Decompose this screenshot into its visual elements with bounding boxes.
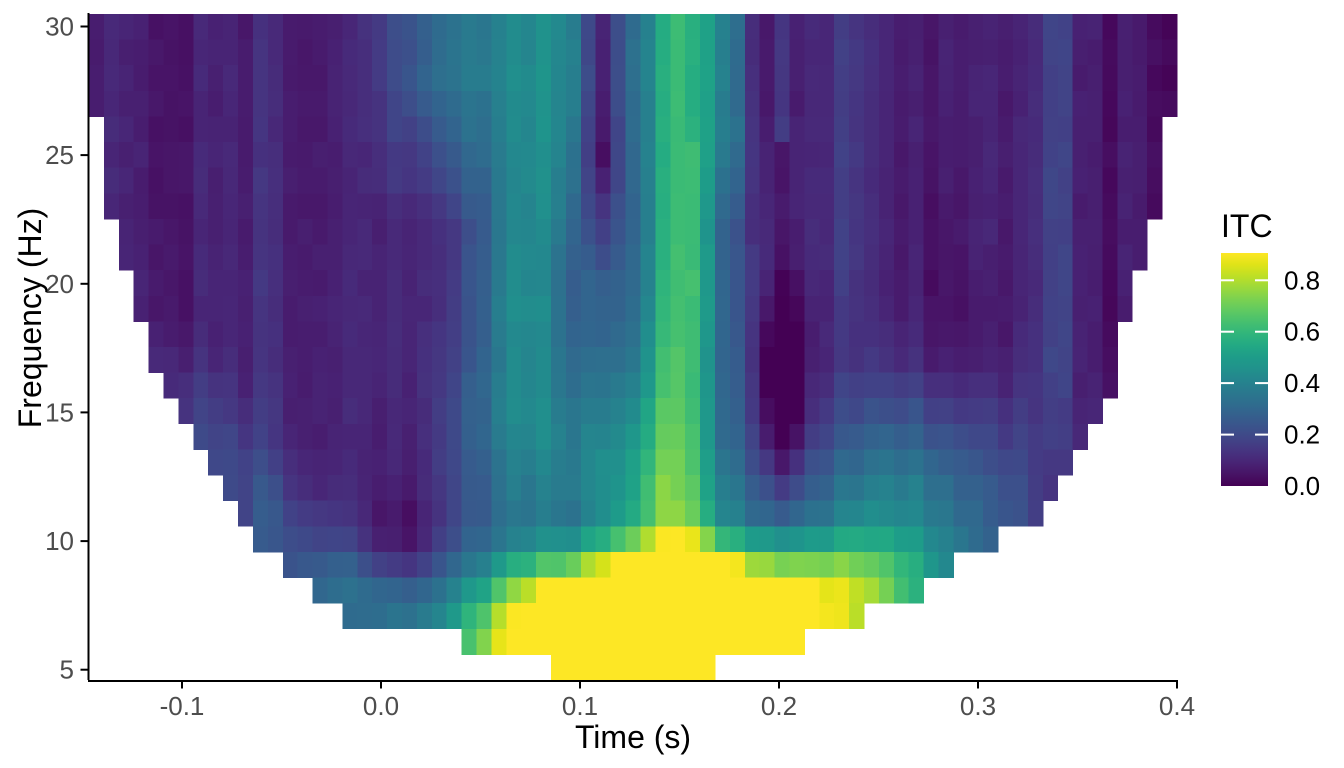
svg-text:0.0: 0.0 [363, 691, 399, 721]
svg-text:0.0: 0.0 [1284, 471, 1320, 501]
svg-text:0.1: 0.1 [562, 691, 598, 721]
svg-text:10: 10 [45, 526, 74, 556]
svg-text:15: 15 [45, 397, 74, 427]
svg-text:0.6: 0.6 [1284, 317, 1320, 347]
svg-text:30: 30 [45, 12, 74, 42]
svg-text:0.8: 0.8 [1284, 265, 1320, 295]
svg-text:Frequency (Hz): Frequency (Hz) [12, 208, 48, 429]
svg-text:0.2: 0.2 [761, 691, 797, 721]
svg-text:ITC: ITC [1221, 208, 1273, 244]
svg-text:0.2: 0.2 [1284, 420, 1320, 450]
svg-text:20: 20 [45, 269, 74, 299]
svg-text:5: 5 [60, 655, 74, 685]
svg-text:0.4: 0.4 [1284, 368, 1320, 398]
svg-text:0.4: 0.4 [1159, 691, 1195, 721]
svg-text:0.3: 0.3 [960, 691, 996, 721]
svg-text:-0.1: -0.1 [160, 691, 205, 721]
svg-text:25: 25 [45, 140, 74, 170]
svg-text:Time (s): Time (s) [575, 719, 691, 755]
